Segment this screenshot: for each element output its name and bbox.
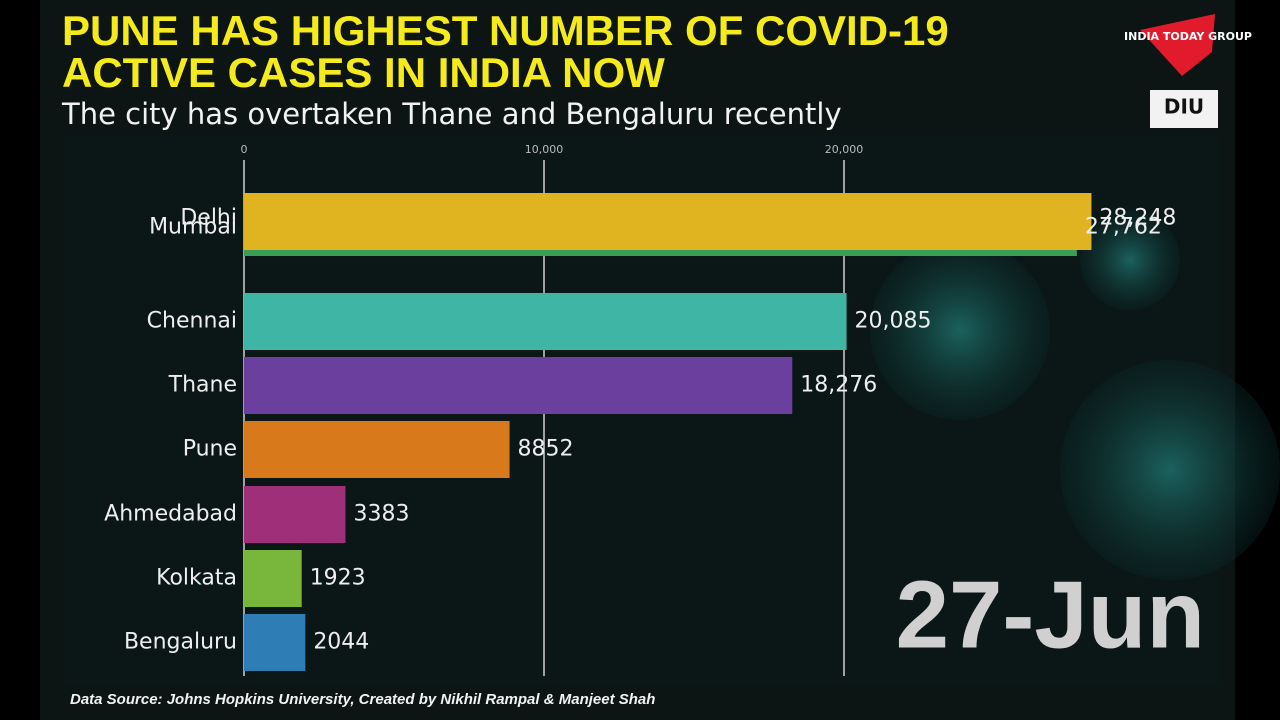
y-tick-label: Mumbai bbox=[149, 215, 237, 240]
subtitle: The city has overtaken Thane and Bengalu… bbox=[61, 97, 842, 131]
value-label: 18,276 bbox=[800, 373, 877, 398]
bar bbox=[244, 357, 793, 414]
logo-shape bbox=[1140, 14, 1215, 76]
x-tick-label: 0 bbox=[241, 143, 248, 156]
logo-box bbox=[1150, 90, 1218, 128]
y-tick-label: Thane bbox=[168, 373, 237, 398]
y-tick-label: Bengaluru bbox=[124, 630, 237, 655]
logo-text: DIU bbox=[1164, 95, 1204, 119]
value-label: 1923 bbox=[310, 566, 366, 591]
source-note: Data Source: Johns Hopkins University, C… bbox=[70, 691, 655, 708]
bar bbox=[244, 293, 847, 350]
y-tick-label: Kolkata bbox=[156, 566, 237, 591]
y-tick-label: Chennai bbox=[147, 309, 237, 334]
bar bbox=[244, 614, 306, 671]
bar bbox=[244, 550, 302, 607]
value-label: 3383 bbox=[353, 502, 409, 527]
bar bbox=[244, 421, 510, 478]
x-tick-label: 10,000 bbox=[525, 143, 564, 156]
logo-text: INDIA TODAY GROUP bbox=[1124, 30, 1252, 43]
value-label: 2044 bbox=[313, 630, 369, 655]
virus-decoration bbox=[1080, 210, 1180, 310]
bar bbox=[244, 486, 346, 543]
bar bbox=[244, 193, 1092, 250]
value-label: 8852 bbox=[518, 437, 574, 462]
virus-decoration bbox=[870, 240, 1050, 420]
title-line: PUNE HAS HIGHEST NUMBER OF COVID-19 bbox=[62, 7, 949, 54]
value-label: 28,248 bbox=[1099, 206, 1176, 231]
x-tick-label: 20,000 bbox=[825, 143, 864, 156]
value-label: 27,762 bbox=[1085, 215, 1162, 240]
y-tick-label: Delhi bbox=[180, 206, 237, 231]
date-label: 27-Jun bbox=[896, 561, 1205, 668]
y-tick-label: Ahmedabad bbox=[104, 502, 237, 527]
title-line: ACTIVE CASES IN INDIA NOW bbox=[62, 49, 665, 96]
y-tick-label: Pune bbox=[183, 437, 237, 462]
value-label: 20,085 bbox=[855, 309, 932, 334]
virus-decoration bbox=[1060, 360, 1280, 580]
